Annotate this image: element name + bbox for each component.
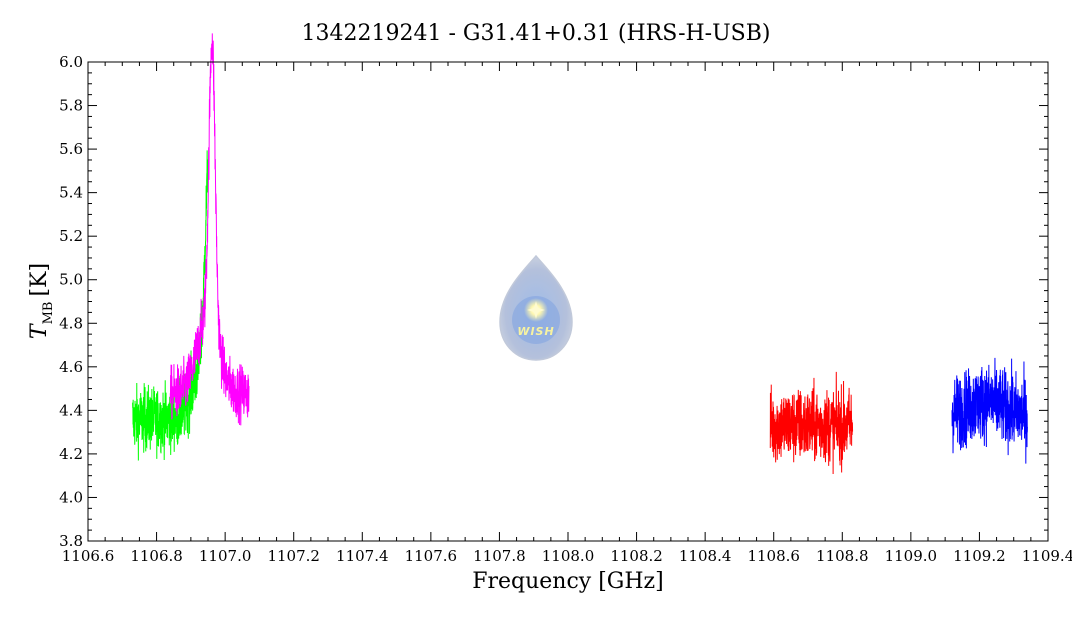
- x-tick-label: 1108.0: [542, 547, 595, 565]
- ticks-layer: 1106.6 1106.8 1107.0 1107.2 1107.4 1107.6 1107…: [59, 53, 1072, 565]
- spectrum-series-2: [169, 33, 250, 426]
- y-tick-label: 4.4: [59, 401, 83, 419]
- x-tick-label: 1107.4: [336, 547, 389, 565]
- plot-area: 1106.6 1106.8 1107.0 1107.2 1107.4 1107.6 1107…: [59, 33, 1072, 565]
- y-tick-label: 5.4: [59, 184, 83, 202]
- y-tick-label: 6.0: [59, 53, 83, 71]
- x-tick-label: 1109.2: [953, 547, 1006, 565]
- y-tick-label: 4.0: [59, 488, 83, 506]
- y-tick-label: 4.2: [59, 445, 83, 463]
- x-tick-label: 1107.2: [267, 547, 320, 565]
- series-layer: [132, 33, 1028, 475]
- y-axis-label: TMB [K]: [27, 263, 56, 339]
- y-tick-label: 4.8: [59, 314, 83, 332]
- x-tick-label: 1107.0: [199, 547, 252, 565]
- x-tick-label: 1108.4: [679, 547, 732, 565]
- chart-title: 1342219241 - G31.41+0.31 (HRS-H-USB): [302, 21, 771, 46]
- logo-text: WISH: [517, 325, 554, 338]
- spectrum-series-3: [769, 371, 854, 475]
- wish-logo: WISH: [499, 254, 573, 361]
- y-tick-label: 5.6: [59, 140, 83, 158]
- x-axis-label: Frequency [GHz]: [472, 569, 664, 594]
- x-tick-label: 1106.8: [130, 547, 183, 565]
- y-tick-label: 4.6: [59, 358, 83, 376]
- x-tick-label: 1108.2: [610, 547, 663, 565]
- x-tick-label: 1109.0: [885, 547, 938, 565]
- y-axis-label-unit: [K]: [27, 263, 52, 297]
- y-tick-label: 5.0: [59, 271, 83, 289]
- x-tick-label: 1109.4: [1022, 547, 1072, 565]
- x-tick-label: 1108.8: [816, 547, 869, 565]
- x-tick-label: 1107.6: [405, 547, 458, 565]
- spectrum-series-1: [132, 150, 209, 461]
- star-icon: [527, 301, 545, 319]
- spectrum-series-4: [951, 357, 1028, 464]
- x-tick-label: 1108.6: [747, 547, 800, 565]
- y-axis-label-subscript: MB: [41, 302, 56, 325]
- y-tick-label: 5.8: [59, 97, 83, 115]
- y-axis-label-symbol: T: [27, 322, 52, 339]
- x-tick-label: 1106.6: [62, 547, 115, 565]
- y-tick-label: 5.2: [59, 227, 83, 245]
- y-tick-label: 3.8: [59, 532, 83, 550]
- x-tick-label: 1107.8: [473, 547, 526, 565]
